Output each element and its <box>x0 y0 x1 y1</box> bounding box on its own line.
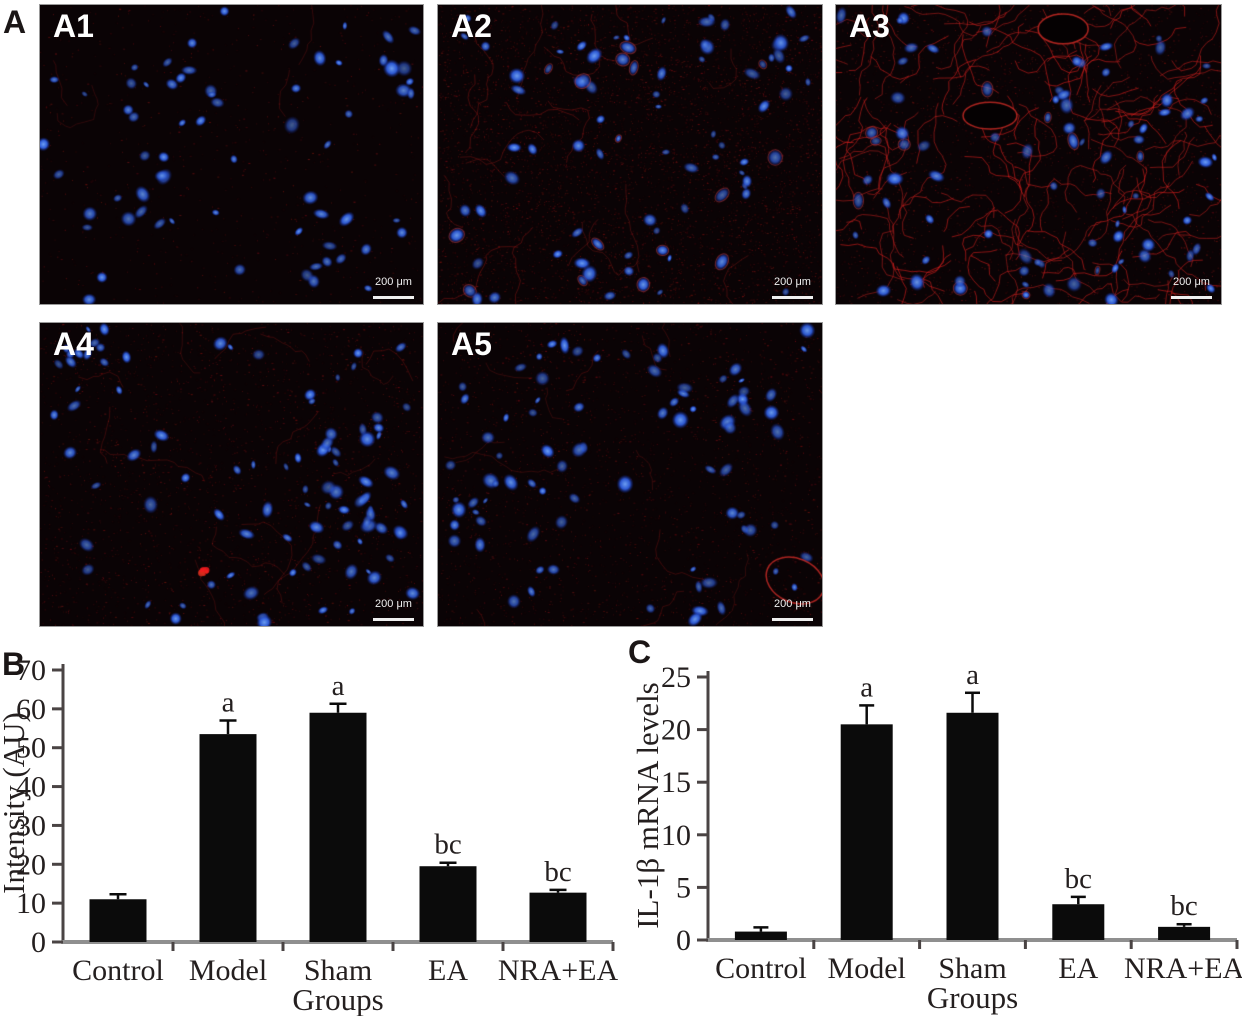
scale-bar: 200 μm <box>772 277 813 299</box>
y-tick-label-C: 15 <box>661 766 691 799</box>
x-axis-title-B: Groups <box>292 982 383 1016</box>
scale-bar-label: 200 μm <box>375 276 412 288</box>
category-label-B-Sham: Sham <box>304 954 372 987</box>
sig-label-B-EA: bc <box>434 829 461 861</box>
y-tick-label-B: 10 <box>16 887 46 920</box>
scale-bar-label: 200 μm <box>375 598 412 610</box>
y-tick-label-C: 25 <box>661 661 691 694</box>
panel-a-letter: A <box>3 4 27 40</box>
bar-B-Control <box>89 899 147 942</box>
y-tick-label-C: 10 <box>661 819 691 852</box>
bar-B-Sham <box>309 712 367 942</box>
category-label-B-EA: EA <box>428 954 468 987</box>
y-tick-label-B: 20 <box>16 848 46 881</box>
micrograph-a3-label: A3 <box>849 8 890 44</box>
category-label-B-NRA+EA: NRA+EA <box>498 954 619 987</box>
scale-bar-label: 200 μm <box>1173 276 1210 288</box>
micrograph-a2-image <box>438 5 822 304</box>
bar-B-Model <box>199 734 257 942</box>
micrograph-a3: A3 200 μm <box>835 4 1222 305</box>
x-axis-title-C: Groups <box>927 980 1018 1015</box>
scale-bar-line <box>1171 296 1212 299</box>
y-tick-label-B: 50 <box>16 732 46 765</box>
micrograph-a4: A4 200 μm <box>39 322 424 627</box>
bar-C-EA <box>1052 904 1105 940</box>
bar-C-Control <box>734 931 787 940</box>
micrograph-a5: A5 200 μm <box>437 322 823 627</box>
y-tick-label-B: 60 <box>16 693 46 726</box>
y-tick-label-C: 20 <box>661 714 691 747</box>
panel-c-letter: C <box>628 634 652 670</box>
y-tick-label-B: 70 <box>16 654 46 687</box>
bar-C-Sham <box>946 712 999 940</box>
sig-label-C-NRA+EA: bc <box>1170 890 1197 922</box>
sig-label-B-NRA+EA: bc <box>544 856 571 888</box>
bar-B-EA <box>419 866 477 942</box>
y-axis-title-B: Intensity (AU) <box>0 712 31 894</box>
scale-bar-line <box>373 618 414 621</box>
micrograph-a1: A1 200 μm <box>39 4 424 305</box>
bar-C-Model <box>840 724 893 940</box>
bar-C-NRA+EA <box>1158 926 1211 940</box>
category-label-B-Control: Control <box>72 954 164 987</box>
sig-label-C-EA: bc <box>1065 863 1092 895</box>
category-label-C-EA: EA <box>1058 952 1098 985</box>
scale-bar: 200 μm <box>1171 277 1212 299</box>
scale-bar-line <box>772 618 813 621</box>
sig-label-B-Model: a <box>222 687 235 719</box>
bar-B-NRA+EA <box>529 892 587 942</box>
micrograph-a4-image <box>40 323 423 626</box>
scale-bar-line <box>772 296 813 299</box>
y-tick-label-B: 30 <box>16 809 46 842</box>
scale-bar-label: 200 μm <box>774 598 811 610</box>
scale-bar: 200 μm <box>772 599 813 621</box>
category-label-C-NRA+EA: NRA+EA <box>1124 952 1242 985</box>
scale-bar: 200 μm <box>373 599 414 621</box>
sig-label-B-Sham: a <box>332 670 345 702</box>
micrograph-a1-image <box>40 5 423 304</box>
category-label-C-Sham: Sham <box>938 952 1006 985</box>
micrograph-a2: A2 200 μm <box>437 4 823 305</box>
bar-charts-canvas: 010203040506070ControlaModelaShambcEAbcN… <box>0 654 1242 1016</box>
y-axis-title-C: IL-1β mRNA levels <box>630 682 665 929</box>
micrograph-a3-image <box>836 5 1221 304</box>
y-tick-label-C: 0 <box>676 924 691 957</box>
micrograph-a5-image <box>438 323 822 626</box>
y-tick-label-C: 5 <box>676 871 691 904</box>
sig-label-C-Sham: a <box>966 659 979 691</box>
micrograph-a4-label: A4 <box>53 326 94 362</box>
category-label-B-Model: Model <box>189 954 267 987</box>
category-label-C-Control: Control <box>715 952 807 985</box>
category-label-C-Model: Model <box>828 952 906 985</box>
scale-bar: 200 μm <box>373 277 414 299</box>
y-tick-label-B: 40 <box>16 771 46 804</box>
micrograph-a2-label: A2 <box>451 8 492 44</box>
micrograph-a5-label: A5 <box>451 326 492 362</box>
scale-bar-line <box>373 296 414 299</box>
panel-b-letter: B <box>2 646 26 682</box>
y-tick-label-B: 0 <box>31 926 46 959</box>
micrograph-a1-label: A1 <box>53 8 94 44</box>
scale-bar-label: 200 μm <box>774 276 811 288</box>
sig-label-C-Model: a <box>860 671 873 703</box>
